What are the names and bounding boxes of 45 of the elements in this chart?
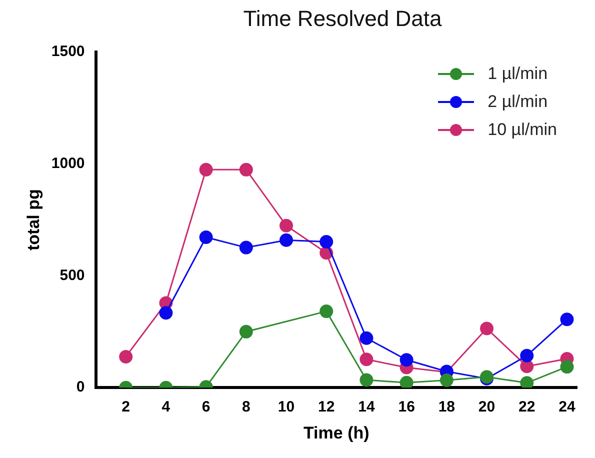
point xyxy=(520,348,534,362)
x-tick-label: 14 xyxy=(358,398,376,416)
point xyxy=(520,360,534,374)
x-tick-label: 4 xyxy=(162,398,171,416)
point xyxy=(320,304,334,318)
chart-title: Time Resolved Data xyxy=(242,6,443,32)
point xyxy=(119,350,133,364)
point xyxy=(400,376,414,388)
y-tick-label: 1000 xyxy=(51,155,85,172)
x-tick-label: 10 xyxy=(278,398,295,416)
point xyxy=(400,353,414,367)
y-tick-label: 1500 xyxy=(51,43,85,60)
x-tick-label: 22 xyxy=(518,398,536,416)
legend-label: 2 µl/min xyxy=(488,91,548,113)
point xyxy=(560,312,574,326)
point xyxy=(199,162,213,176)
point xyxy=(239,240,253,254)
point xyxy=(320,234,334,248)
y-axis-title: total pg xyxy=(24,189,43,250)
point xyxy=(360,373,374,387)
x-axis-title: Time (h) xyxy=(303,423,370,442)
y-tick-label: 500 xyxy=(60,266,85,284)
point xyxy=(199,230,213,244)
point xyxy=(560,360,574,374)
point xyxy=(480,322,494,336)
point xyxy=(520,376,534,388)
legend-label: 10 µl/min xyxy=(488,119,557,141)
x-tick-label: 16 xyxy=(398,398,415,416)
point xyxy=(159,306,173,320)
y-tick-label: 0 xyxy=(76,378,85,396)
point xyxy=(360,331,374,345)
legend-label: 1 µl/min xyxy=(488,63,548,85)
x-tick-label: 8 xyxy=(242,398,250,416)
point xyxy=(280,233,294,247)
point xyxy=(280,218,294,232)
point xyxy=(440,373,454,387)
point xyxy=(239,162,253,176)
x-tick-label: 2 xyxy=(122,398,130,416)
point xyxy=(239,324,253,338)
point xyxy=(360,352,374,366)
x-tick-label: 6 xyxy=(202,398,210,416)
x-tick-label: 20 xyxy=(478,398,496,416)
x-tick-label: 18 xyxy=(438,398,456,416)
x-tick-label: 24 xyxy=(558,398,576,416)
x-tick-label: 12 xyxy=(318,398,335,416)
